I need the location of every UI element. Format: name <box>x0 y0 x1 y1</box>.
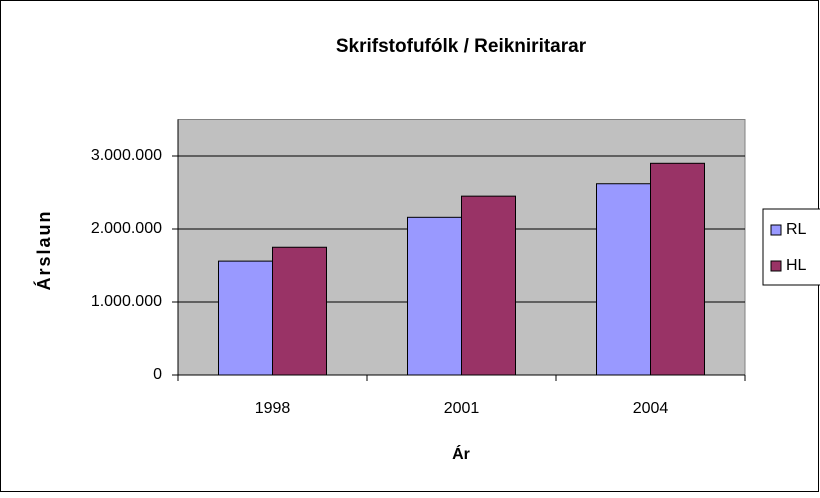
legend-swatch <box>770 260 782 272</box>
y-tick-label: 2.000.000 <box>91 220 162 237</box>
bar <box>650 162 705 376</box>
bar <box>596 183 651 376</box>
x-tick-label: 2004 <box>633 400 669 417</box>
legend-label: RL <box>786 221 807 238</box>
bar <box>218 260 273 376</box>
bar <box>407 216 462 376</box>
chart-title: Skrifstofufólk / Reikniritarar <box>336 36 587 57</box>
y-tick-label: 3.000.000 <box>91 147 162 164</box>
legend-box <box>762 208 820 286</box>
x-tick-label: 2001 <box>444 400 480 417</box>
y-axis-label: Árslaun <box>33 209 54 290</box>
bar <box>272 246 327 376</box>
bar <box>461 195 516 376</box>
legend-swatch <box>770 224 782 236</box>
y-tick-label: 1.000.000 <box>91 293 162 310</box>
x-axis-label: Ár <box>452 444 470 463</box>
y-tick-label: 0 <box>153 366 162 383</box>
x-tick-label: 1998 <box>255 400 291 417</box>
legend-label: HL <box>786 257 807 274</box>
